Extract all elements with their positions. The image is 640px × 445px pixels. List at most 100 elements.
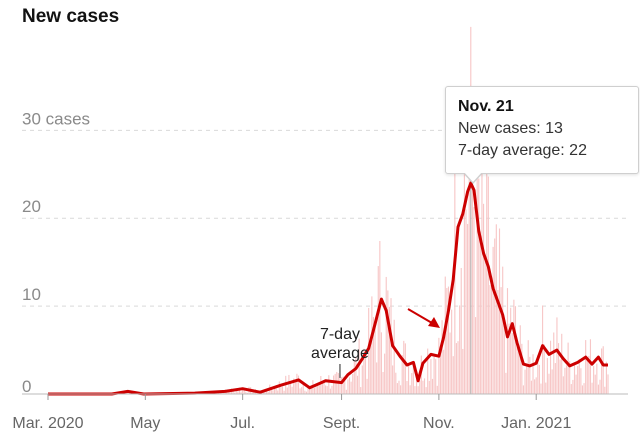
daily-case-bar [497,290,499,394]
daily-case-bar [553,332,555,394]
annotation-text: 7-day [320,326,360,343]
daily-case-bar [534,379,536,394]
daily-case-bar [347,379,349,394]
daily-case-bar [384,353,386,394]
daily-case-bar [481,136,483,394]
daily-case-bar [489,285,491,394]
daily-case-bar [345,389,347,394]
daily-case-bar [438,337,440,394]
daily-case-bar [374,323,376,394]
daily-case-bar [511,333,513,394]
x-tick-label: Jul. [230,415,255,432]
seven-day-average-path [48,181,608,396]
daily-case-bar [238,387,241,394]
daily-case-bar [297,375,300,394]
daily-case-bar [288,374,290,394]
daily-case-bar [245,391,247,394]
daily-case-bar [296,373,298,394]
daily-case-bar [554,363,556,394]
daily-case-bar [283,390,285,394]
daily-case-bar [388,306,390,394]
daily-case-bar [462,348,464,394]
daily-case-bar [328,375,330,394]
daily-case-bar [454,170,456,394]
daily-case-bar [599,379,601,394]
daily-case-bar [604,386,606,394]
daily-case-bar [502,266,504,394]
tooltip-date: Nov. 21 [458,98,514,115]
daily-case-bar [479,231,481,394]
daily-case-bar [355,356,357,394]
annotation-arrow-head [428,317,440,328]
daily-case-bar [435,359,437,394]
daily-case-bar [476,89,478,394]
daily-case-bar [451,309,453,394]
daily-case-bar [601,348,603,394]
daily-case-bar [371,296,373,394]
daily-case-bar [415,378,418,394]
daily-case-bar [478,178,480,394]
annotation-arrow-shaft [407,308,433,324]
x-tick-label: Jan. 2021 [501,415,571,432]
daily-case-bar [535,377,537,394]
daily-case-bar [289,382,292,394]
daily-case-bar [588,355,590,394]
y-tick-label: 30 cases [22,109,90,128]
daily-case-bar [404,343,406,394]
daily-case-bar [556,317,558,394]
daily-case-bar [240,391,242,394]
hover-tooltip: Nov. 21 New cases: 13 7-day average: 22 [445,86,639,174]
daily-case-bar [484,260,486,394]
daily-case-bar [557,343,560,394]
daily-case-bar [471,166,473,394]
y-tick-label: 0 [22,377,31,396]
daily-case-bar [350,381,352,394]
daily-case-bar [427,348,429,394]
daily-case-bar [597,384,599,394]
daily-case-bar [538,364,540,394]
daily-case-bar [607,374,609,394]
tooltip-average: 7-day average: 22 [458,142,587,159]
daily-case-bar [529,356,531,394]
daily-case-bar [550,340,552,394]
daily-case-bar [266,391,268,394]
tooltip-pointer-fill [464,172,482,182]
daily-case-bar [344,376,346,394]
daily-case-bar [551,369,553,394]
daily-case-bar [272,390,274,394]
daily-case-bar [537,355,539,394]
daily-case-bar [318,384,320,394]
daily-case-bar [329,388,331,394]
daily-case-bar [441,320,443,394]
daily-case-bars [125,26,609,395]
daily-case-bar [323,382,325,394]
daily-case-bar [443,349,445,394]
daily-case-bar [431,378,434,394]
daily-case-bar [522,385,524,394]
daily-case-bar [490,276,493,394]
daily-case-bar [492,246,494,394]
daily-case-bar [379,240,381,394]
daily-case-bar [543,344,545,394]
daily-case-bar [417,386,419,394]
x-axis: Mar. 2020 May Jul. Sept. Nov. Jan. 2021 [12,393,628,432]
daily-case-bar [565,365,568,394]
daily-case-bar [498,228,501,394]
daily-case-bar [277,390,279,394]
daily-case-bar [452,356,454,394]
daily-case-bar [369,343,371,394]
annotation-text: average [311,345,369,362]
daily-case-bar [514,306,517,394]
daily-case-bar [364,355,367,394]
daily-case-bar [400,385,402,394]
daily-case-bar [580,368,582,394]
daily-case-bar [390,298,392,394]
daily-case-bar [524,369,526,394]
daily-case-bar [518,350,520,394]
daily-case-bar [468,163,470,394]
daily-case-bar [321,382,323,394]
daily-case-bar [382,371,384,394]
x-tick-label: Mar. 2020 [12,415,83,432]
daily-case-bar [403,340,405,394]
daily-case-bar [291,386,293,394]
